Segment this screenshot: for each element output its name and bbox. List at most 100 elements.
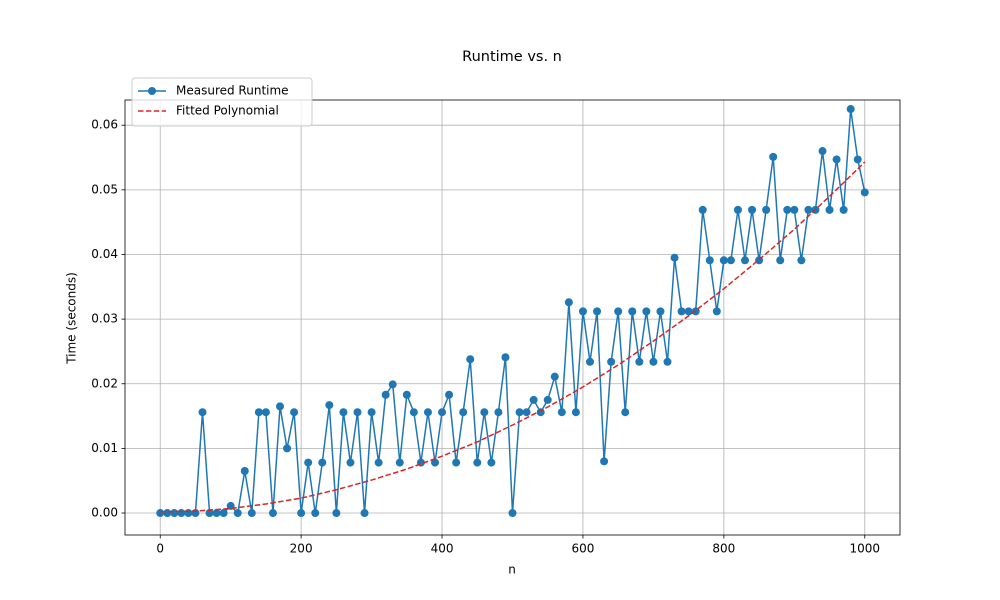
data-point <box>254 408 263 417</box>
data-point <box>839 205 848 214</box>
data-point <box>205 509 214 518</box>
data-point <box>494 408 503 417</box>
y-tick-label: 0.01 <box>91 441 118 455</box>
legend-marker <box>148 87 156 95</box>
data-point <box>346 458 355 467</box>
data-point <box>600 457 609 466</box>
data-point <box>776 256 785 265</box>
data-point <box>332 509 341 518</box>
x-tick-label: 400 <box>431 542 454 556</box>
data-point <box>233 509 242 518</box>
data-point <box>698 205 707 214</box>
data-point <box>473 458 482 467</box>
data-point <box>374 458 383 467</box>
data-point <box>247 509 256 518</box>
data-point <box>297 509 306 518</box>
data-point <box>360 509 369 518</box>
series-line <box>160 108 866 515</box>
data-point <box>748 205 757 214</box>
data-point <box>466 355 475 364</box>
data-point <box>578 307 587 316</box>
y-tick-label: 0.05 <box>91 182 118 196</box>
data-point <box>677 307 686 316</box>
data-point <box>402 390 411 399</box>
data-point <box>184 509 193 518</box>
data-point <box>818 147 827 156</box>
data-point <box>409 408 418 417</box>
y-axis-label: Time (seconds) <box>65 272 79 365</box>
chart-title: Runtime vs. n <box>462 49 562 65</box>
data-point <box>614 307 623 316</box>
data-point <box>452 458 461 467</box>
y-tick-label: 0.06 <box>91 118 118 132</box>
data-point <box>586 357 594 366</box>
y-tick-label: 0.03 <box>91 312 118 326</box>
data-point <box>459 408 468 417</box>
data-point <box>501 353 510 362</box>
data-point <box>156 509 165 518</box>
x-axis-label: n <box>508 563 516 577</box>
data-point <box>163 509 172 518</box>
data-point <box>656 307 665 316</box>
data-point <box>783 205 792 214</box>
data-point <box>311 509 320 518</box>
data-point <box>339 408 348 417</box>
data-point <box>431 458 439 467</box>
x-tick-label: 600 <box>572 542 595 556</box>
data-point <box>769 152 778 161</box>
legend: Measured Runtime Fitted Polynomial <box>131 77 313 127</box>
data-point <box>529 395 538 404</box>
data-point <box>261 408 270 417</box>
data-point <box>825 205 834 214</box>
axes-frame <box>124 99 901 536</box>
data-point <box>790 205 799 214</box>
data-point <box>353 408 362 417</box>
data-point <box>557 408 566 417</box>
data-point <box>290 408 299 417</box>
data-point <box>663 357 672 366</box>
data-point <box>177 509 186 518</box>
data-point <box>550 372 559 381</box>
y-tick-label: 0.04 <box>91 247 118 261</box>
data-point <box>268 509 277 518</box>
data-point <box>726 256 735 265</box>
x-tick-label: 1000 <box>849 542 880 556</box>
data-point <box>564 298 573 307</box>
data-point <box>191 509 200 518</box>
data-point <box>642 307 651 316</box>
data-point <box>522 408 531 417</box>
data-point <box>304 458 313 467</box>
data-point <box>628 307 637 316</box>
data-point <box>853 155 862 164</box>
data-point <box>318 458 327 467</box>
data-point <box>635 357 644 366</box>
data-point <box>276 402 284 411</box>
series-line <box>160 161 866 513</box>
data-point <box>325 401 334 410</box>
data-point <box>219 509 228 518</box>
data-point <box>719 256 728 265</box>
data-point <box>607 357 616 366</box>
data-point <box>515 408 524 417</box>
data-point <box>621 408 630 417</box>
data-point <box>762 205 771 214</box>
data-point <box>670 253 679 262</box>
y-tick-label: 0.02 <box>91 376 118 390</box>
data-point <box>543 395 552 404</box>
data-point <box>198 408 207 417</box>
data-point <box>170 509 179 518</box>
x-tick-label: 200 <box>290 542 313 556</box>
data-point <box>381 390 390 399</box>
data-point <box>438 408 447 417</box>
data-point <box>423 408 432 417</box>
legend-label: Measured Runtime <box>176 84 289 98</box>
legend-box <box>131 77 313 127</box>
data-point <box>860 188 869 197</box>
data-point <box>832 155 841 164</box>
data-point <box>684 307 693 316</box>
data-point <box>536 408 545 417</box>
data-point <box>283 444 292 453</box>
data-point <box>487 458 496 467</box>
data-point <box>804 205 813 214</box>
